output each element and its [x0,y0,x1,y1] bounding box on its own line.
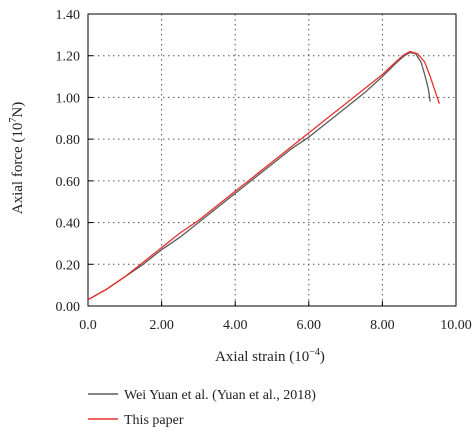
series-line-1 [87,51,431,301]
y-tick-label: 0.20 [56,258,81,273]
legend: Wei Yuan et al. (Yuan et al., 2018) This… [88,388,316,428]
plot-frame [87,13,457,307]
y-tick-label: 0.00 [56,300,81,315]
series-line-2 [87,50,441,301]
y-tick-label: 1.20 [56,50,81,65]
x-tick-label: 10.00 [440,318,472,333]
tick-labels: 0.0 2.00 4.00 6.00 8.00 10.00 0.00 0.20 0.40 0.60… [56,8,472,333]
x-tick-label: 4.00 [223,318,248,333]
y-tick-label: 0.60 [56,175,81,190]
y-axis-title: Axial force (107N) [8,102,26,214]
y-tick-label: 0.80 [56,133,81,148]
y-tick-label: 0.40 [56,217,81,232]
tick-marks [87,13,457,307]
x-tick-label: 6.00 [297,318,322,333]
legend-label-series-2: This paper [124,413,184,428]
x-tick-label: 2.00 [149,318,174,333]
x-tick-label: 8.00 [370,318,395,333]
grid-lines [88,14,456,306]
data-series [87,50,441,301]
y-tick-label: 1.00 [56,91,81,106]
y-tick-label: 1.40 [56,8,81,23]
legend-label-series-1: Wei Yuan et al. (Yuan et al., 2018) [124,388,316,403]
x-tick-label: 0.0 [79,318,97,333]
x-axis-title: Axial strain (10−4) [215,347,325,365]
